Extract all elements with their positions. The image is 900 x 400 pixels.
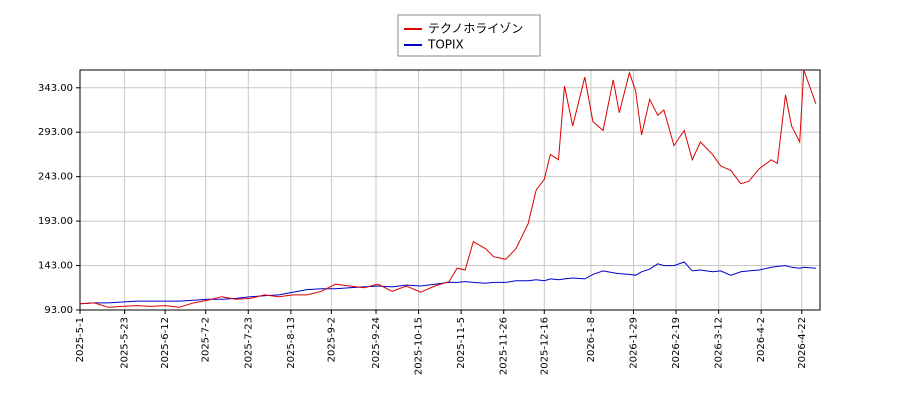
x-tick-label: 2025-11-26 xyxy=(499,317,510,375)
y-tick-label: 243.00 xyxy=(38,172,73,183)
plot-frame xyxy=(79,69,821,311)
y-tick-label: 293.00 xyxy=(38,127,73,138)
x-tick-label: 2026-4-2 xyxy=(756,317,767,362)
legend-label: テクノホライゾン xyxy=(428,22,523,36)
x-tick-label: 2025-7-2 xyxy=(201,317,212,362)
x-tick-label: 2025-5-1 xyxy=(75,317,86,362)
x-tick-label: 2025-10-15 xyxy=(414,317,425,375)
y-tick-label: 193.00 xyxy=(38,216,73,227)
x-tick-label: 2026-4-22 xyxy=(797,317,808,369)
y-tick-label: 93.00 xyxy=(44,305,73,316)
y-tick-label: 143.00 xyxy=(38,261,73,272)
x-tick-label: 2026-2-19 xyxy=(671,317,682,369)
x-tick-label: 2025-12-16 xyxy=(539,317,550,375)
y-tick-label: 343.00 xyxy=(38,83,73,94)
x-tick-label: 2025-9-24 xyxy=(371,317,382,369)
x-tick-label: 2025-11-5 xyxy=(456,317,467,369)
x-tick-label: 2026-3-12 xyxy=(714,317,725,369)
x-tick-label: 2025-6-12 xyxy=(160,317,171,369)
legend-label: TOPIX xyxy=(427,38,464,52)
x-tick-label: 2026-1-8 xyxy=(586,317,597,362)
x-tick-label: 2025-9-2 xyxy=(326,317,337,362)
x-tick-label: 2026-1-29 xyxy=(628,317,639,369)
line-series xyxy=(79,69,817,308)
line-series xyxy=(79,261,816,305)
x-tick-label: 2025-7-23 xyxy=(243,317,254,369)
x-tick-label: 2025-8-13 xyxy=(286,317,297,369)
legend-box xyxy=(397,14,541,57)
x-tick-label: 2025-5-23 xyxy=(120,317,131,369)
